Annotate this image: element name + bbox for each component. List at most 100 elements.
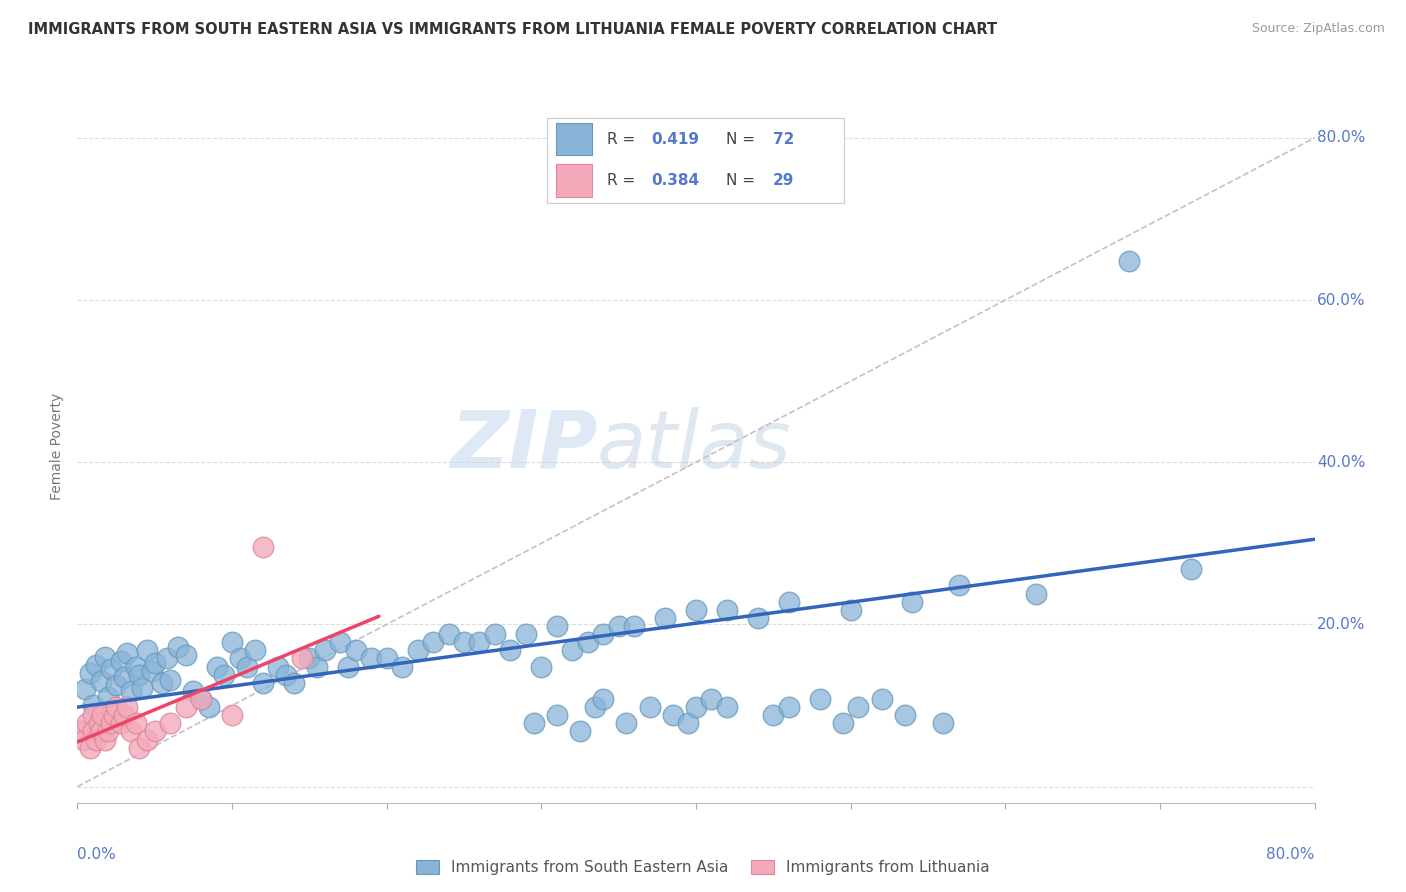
Point bbox=[778, 700, 800, 714]
Point bbox=[121, 724, 143, 739]
Point bbox=[576, 635, 599, 649]
Point bbox=[546, 708, 568, 723]
Point bbox=[79, 666, 101, 681]
Point bbox=[1025, 586, 1047, 600]
Point bbox=[948, 578, 970, 592]
Point bbox=[778, 595, 800, 609]
Point bbox=[205, 659, 228, 673]
Point bbox=[91, 708, 114, 723]
Text: 40.0%: 40.0% bbox=[1317, 455, 1365, 470]
Point bbox=[546, 619, 568, 633]
Point bbox=[453, 635, 475, 649]
Point bbox=[484, 627, 506, 641]
Point bbox=[276, 667, 298, 681]
Point bbox=[592, 627, 614, 641]
Point bbox=[530, 659, 553, 673]
Point bbox=[808, 692, 831, 706]
Point bbox=[406, 643, 429, 657]
Point bbox=[115, 700, 138, 714]
Point bbox=[198, 700, 221, 714]
Point bbox=[638, 700, 661, 714]
Point bbox=[128, 667, 150, 681]
Point bbox=[654, 611, 676, 625]
Point bbox=[236, 659, 259, 673]
Point bbox=[700, 692, 723, 706]
Point bbox=[391, 659, 413, 673]
Point bbox=[894, 708, 917, 723]
Point bbox=[523, 716, 546, 731]
Text: 0.0%: 0.0% bbox=[77, 847, 117, 863]
Point bbox=[832, 716, 855, 731]
Point bbox=[94, 649, 117, 664]
Point bbox=[128, 740, 150, 755]
Point bbox=[105, 678, 127, 692]
Text: Source: ZipAtlas.com: Source: ZipAtlas.com bbox=[1251, 22, 1385, 36]
Point bbox=[870, 692, 893, 706]
Point bbox=[901, 595, 924, 609]
Point bbox=[848, 700, 870, 714]
Point bbox=[69, 724, 91, 739]
Point bbox=[360, 651, 382, 665]
Point bbox=[1118, 254, 1140, 268]
Point bbox=[112, 670, 135, 684]
Point bbox=[685, 700, 707, 714]
Point bbox=[76, 716, 98, 731]
Point bbox=[337, 659, 360, 673]
Point bbox=[167, 640, 190, 654]
Point bbox=[72, 732, 94, 747]
Point bbox=[585, 700, 607, 714]
Point bbox=[82, 724, 104, 739]
Point bbox=[105, 700, 127, 714]
Point bbox=[221, 635, 243, 649]
Point bbox=[267, 659, 290, 673]
Text: IMMIGRANTS FROM SOUTH EASTERN ASIA VS IMMIGRANTS FROM LITHUANIA FEMALE POVERTY C: IMMIGRANTS FROM SOUTH EASTERN ASIA VS IM… bbox=[28, 22, 997, 37]
Point bbox=[79, 740, 101, 755]
Text: 20.0%: 20.0% bbox=[1317, 617, 1365, 632]
Point bbox=[283, 675, 305, 690]
Point bbox=[136, 643, 159, 657]
Point bbox=[87, 716, 110, 731]
Point bbox=[84, 732, 107, 747]
Point bbox=[245, 643, 267, 657]
Point bbox=[716, 700, 738, 714]
Point bbox=[82, 708, 104, 723]
Y-axis label: Female Poverty: Female Poverty bbox=[51, 392, 65, 500]
Point bbox=[291, 651, 314, 665]
Point bbox=[143, 724, 166, 739]
Point bbox=[141, 665, 163, 679]
Point bbox=[314, 643, 336, 657]
Point bbox=[716, 603, 738, 617]
Point bbox=[110, 716, 132, 731]
Point bbox=[90, 674, 111, 689]
Point bbox=[110, 654, 132, 668]
Legend: Immigrants from South Eastern Asia, Immigrants from Lithuania: Immigrants from South Eastern Asia, Immi… bbox=[412, 855, 994, 880]
Point bbox=[152, 675, 174, 690]
Point bbox=[607, 619, 630, 633]
Point bbox=[214, 667, 236, 681]
Point bbox=[437, 627, 460, 641]
Point bbox=[90, 724, 111, 739]
Point bbox=[499, 643, 522, 657]
Point bbox=[468, 635, 491, 649]
Point bbox=[592, 692, 614, 706]
Point bbox=[329, 635, 352, 649]
Point bbox=[94, 732, 117, 747]
Point bbox=[662, 708, 685, 723]
Point bbox=[190, 692, 212, 706]
Point bbox=[685, 603, 707, 617]
Point bbox=[112, 708, 135, 723]
Point bbox=[97, 690, 120, 705]
Point bbox=[762, 708, 785, 723]
Text: 60.0%: 60.0% bbox=[1317, 293, 1365, 308]
Point bbox=[136, 732, 159, 747]
Point bbox=[131, 681, 153, 695]
Point bbox=[839, 603, 862, 617]
Point bbox=[747, 611, 769, 625]
Point bbox=[422, 635, 444, 649]
Point bbox=[344, 643, 367, 657]
Point bbox=[252, 541, 274, 555]
Point bbox=[221, 708, 243, 723]
Point bbox=[100, 716, 122, 731]
Point bbox=[75, 682, 96, 697]
Point bbox=[183, 684, 205, 698]
